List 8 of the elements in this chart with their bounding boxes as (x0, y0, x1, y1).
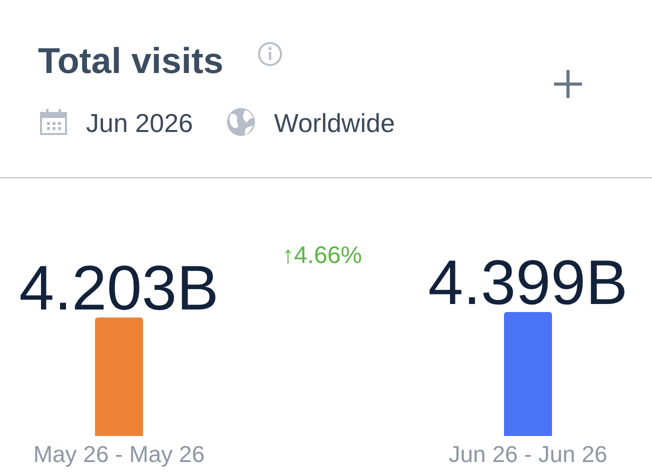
x-tick-label: Jun 26 - Jun 26 (448, 441, 608, 467)
text: ↑4.66% (282, 242, 362, 269)
text: Worldwide (274, 108, 395, 138)
data-label: 4.203B (19, 254, 219, 324)
x-tick-label: May 26 - May 26 (33, 441, 205, 467)
data-label: 4.399B (428, 248, 628, 318)
chart-title: Total visits (38, 40, 224, 81)
text: Jun 2026 (86, 108, 193, 138)
